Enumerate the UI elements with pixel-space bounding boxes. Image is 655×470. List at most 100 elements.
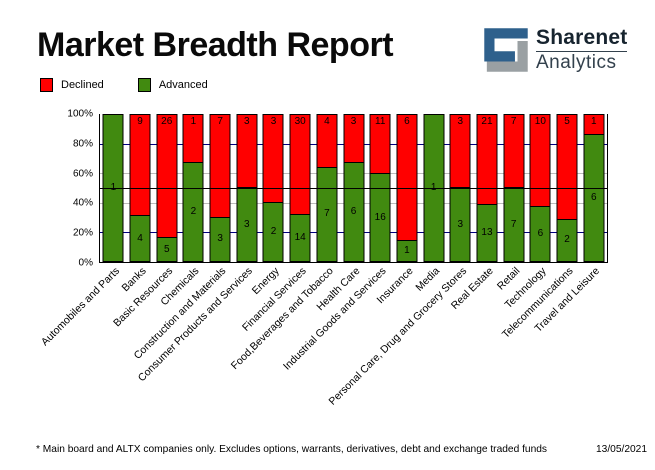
declined-segment: 9 (129, 114, 151, 217)
advanced-value-label: 13 (481, 227, 493, 239)
declined-value-label: 7 (217, 116, 223, 127)
bar-slot: 9 4 Banks (119, 114, 154, 294)
declined-segment: 11 (369, 114, 391, 175)
advanced-segment: 1 (396, 240, 418, 262)
stacked-bar: 10 6 (529, 114, 551, 262)
advanced-value-label: 2 (190, 206, 197, 218)
bar-slot: 30 14 Financial Services (240, 114, 314, 334)
advanced-value-label: 16 (374, 211, 386, 223)
footnote-text: * Main board and ALTX companies only. Ex… (36, 444, 547, 455)
advanced-value-label: 6 (537, 227, 544, 239)
logo-brand-name: Sharenet (536, 26, 628, 49)
advanced-value-label: 3 (244, 218, 250, 230)
declined-segment: 3 (236, 114, 258, 188)
advanced-segment: 6 (343, 163, 365, 262)
declined-value-label: 1 (190, 116, 197, 127)
declined-value-label: 9 (137, 116, 143, 127)
advanced-segment: 7 (316, 167, 338, 262)
declined-value-label: 21 (481, 116, 493, 127)
bar-slot: 11 16 Industrial Goods and Services (281, 114, 394, 373)
declined-value-label: 30 (294, 116, 306, 127)
advanced-value-label: 1 (431, 183, 437, 193)
declined-segment: 30 (289, 114, 311, 215)
bar-slot: 6 1 Insurance (374, 114, 421, 306)
declined-segment: 3 (343, 114, 365, 164)
advanced-value-label: 7 (510, 218, 517, 230)
advanced-value-label: 3 (457, 218, 464, 230)
declined-value-label: 7 (510, 116, 517, 127)
bar-slot: 7 7 Retail (495, 114, 527, 292)
fifty-percent-reference-line (100, 188, 607, 189)
sharenet-logo-icon (483, 27, 529, 73)
legend-label-declined: Declined (61, 79, 104, 91)
advanced-value-label: 7 (324, 208, 330, 220)
advanced-segment: 5 (156, 238, 178, 262)
legend-item-advanced: Advanced (137, 78, 208, 92)
bar-slot: 7 3 Construction and Materials (132, 114, 234, 362)
advanced-segment: 16 (369, 174, 391, 262)
bar-slot: 26 5 Basic Resources (111, 114, 180, 329)
advanced-segment: 14 (289, 214, 311, 262)
y-tick-label: 60% (72, 168, 93, 180)
bar-slot: 3 2 Energy (250, 114, 287, 297)
declined-segment: 1 (182, 114, 204, 164)
bar-slot: 3 6 Health Care (314, 114, 367, 313)
bar-slot: 3 3 Consumer Products and Services (136, 114, 260, 384)
x-axis-label: Automobiles and Parts (38, 265, 122, 349)
declined-value-label: 26 (161, 116, 173, 127)
bar-slot: 4 7 Food,Beverages and Tobacco (228, 114, 341, 372)
y-tick-label: 100% (67, 108, 93, 120)
advanced-segment: 13 (476, 205, 498, 262)
stacked-bar: 21 13 (476, 114, 498, 262)
advanced-swatch-icon (137, 78, 151, 92)
bar-slot: 5 2 Telecommunications (500, 114, 581, 341)
advanced-value-label: 5 (163, 243, 170, 255)
bar-slot: 10 6 Technology (503, 114, 554, 311)
declined-value-label: 3 (457, 116, 464, 127)
advanced-value-label: 6 (590, 192, 597, 204)
y-tick-label: 0% (78, 257, 93, 269)
advanced-segment: 3 (449, 188, 471, 262)
declined-value-label: 3 (244, 116, 250, 127)
bar-slot: 1 6 Travel and Leisure (532, 114, 607, 335)
declined-segment: 6 (396, 114, 418, 241)
advanced-segment: 2 (182, 163, 204, 262)
declined-value-label: 4 (324, 116, 330, 127)
declined-value-label: 6 (404, 116, 410, 127)
advanced-segment: 3 (209, 217, 231, 262)
declined-segment: 21 (476, 114, 498, 206)
declined-segment: 3 (449, 114, 471, 188)
bar-slot: 21 13 Real Estate (449, 114, 501, 312)
declined-value-label: 10 (534, 116, 546, 127)
advanced-segment: 2 (262, 202, 284, 262)
logo-divider (536, 51, 628, 53)
advanced-segment: 7 (503, 188, 525, 262)
declined-value-label: 11 (375, 116, 386, 127)
legend-item-declined: Declined (40, 78, 104, 92)
declined-value-label: 3 (350, 116, 357, 127)
advanced-value-label: 14 (294, 231, 306, 243)
footer: * Main board and ALTX companies only. Ex… (36, 444, 647, 455)
stacked-bar: 11 16 (369, 114, 391, 262)
y-tick-label: 20% (72, 227, 93, 239)
advanced-value-label: 4 (137, 232, 143, 244)
sharenet-logo: Sharenet Analytics (483, 26, 628, 73)
y-tick-label: 40% (72, 197, 93, 209)
advanced-value-label: 2 (270, 225, 277, 237)
declined-segment: 3 (262, 114, 284, 203)
declined-segment: 26 (156, 114, 178, 239)
declined-segment: 1 (583, 114, 605, 136)
declined-value-label: 1 (590, 116, 597, 127)
stacked-bar: 30 14 (289, 114, 311, 262)
y-tick-label: 80% (72, 138, 93, 150)
declined-segment: 7 (209, 114, 231, 218)
advanced-value-label: 6 (350, 206, 357, 218)
